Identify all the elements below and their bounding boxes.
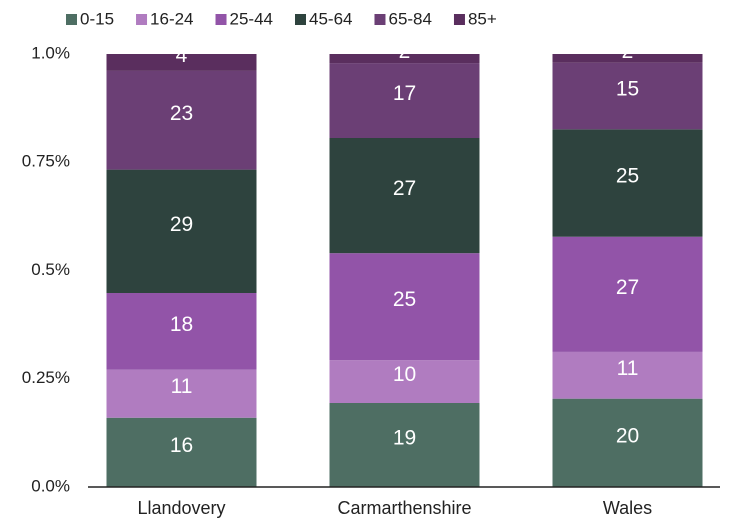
value-label: 10 (393, 363, 416, 386)
legend-label: 16-24 (150, 9, 193, 28)
value-label: 15 (616, 78, 639, 101)
legend-label: 85+ (468, 9, 497, 28)
legend-label: 0-15 (80, 9, 114, 28)
legend-swatch (453, 14, 465, 25)
bar-segment (106, 417, 257, 487)
value-label: 25 (616, 165, 639, 188)
bar-segment (329, 360, 480, 403)
legend-swatch (136, 14, 148, 25)
value-label: 27 (616, 276, 639, 299)
bar-segment (106, 54, 257, 71)
legend-swatch (295, 14, 306, 25)
bar-segment (552, 54, 703, 63)
bar-segment (329, 253, 480, 361)
bar-segment (329, 63, 480, 139)
value-label: 25 (393, 288, 416, 311)
y-tick-label: 0.5% (31, 260, 70, 279)
bar-segment (552, 129, 703, 237)
legend-swatch (66, 14, 77, 25)
y-tick-label: 0.0% (31, 476, 70, 495)
bar-segment (106, 293, 257, 370)
value-label: 2 (399, 40, 411, 63)
value-label: 23 (170, 102, 193, 125)
bar-segment (106, 369, 257, 418)
value-label: 4 (176, 44, 188, 67)
legend-swatch (215, 14, 227, 25)
value-label: 19 (393, 427, 416, 450)
y-tick-label: 0.75% (22, 152, 70, 171)
value-label: 11 (617, 357, 639, 380)
bar-segment (329, 138, 480, 254)
legend-label: 25-44 (230, 9, 273, 28)
value-label: 20 (616, 424, 639, 447)
legend-label: 65-84 (388, 9, 431, 28)
x-tick-label: Carmarthenshire (337, 498, 471, 518)
bar-segment (552, 398, 703, 487)
bar-segment (106, 70, 257, 170)
value-label: 29 (170, 213, 193, 236)
bar-segment (106, 169, 257, 294)
value-label: 17 (393, 82, 416, 105)
x-tick-label: Llandovery (137, 498, 225, 518)
legend-label: 45-64 (309, 9, 352, 28)
value-label: 16 (170, 434, 193, 457)
y-tick-label: 0.25% (22, 368, 70, 387)
y-tick-label: 1.0% (31, 43, 70, 62)
bar-segment (329, 402, 480, 487)
bar-segment (552, 62, 703, 130)
legend-swatch (374, 14, 386, 25)
bar-segment (552, 351, 703, 399)
value-label: 11 (171, 375, 193, 398)
value-label: 2 (622, 40, 634, 63)
x-tick-label: Wales (603, 498, 652, 518)
value-label: 18 (170, 313, 193, 336)
value-label: 27 (393, 177, 416, 200)
bar-segment (329, 54, 480, 64)
bar-segment (552, 236, 703, 352)
